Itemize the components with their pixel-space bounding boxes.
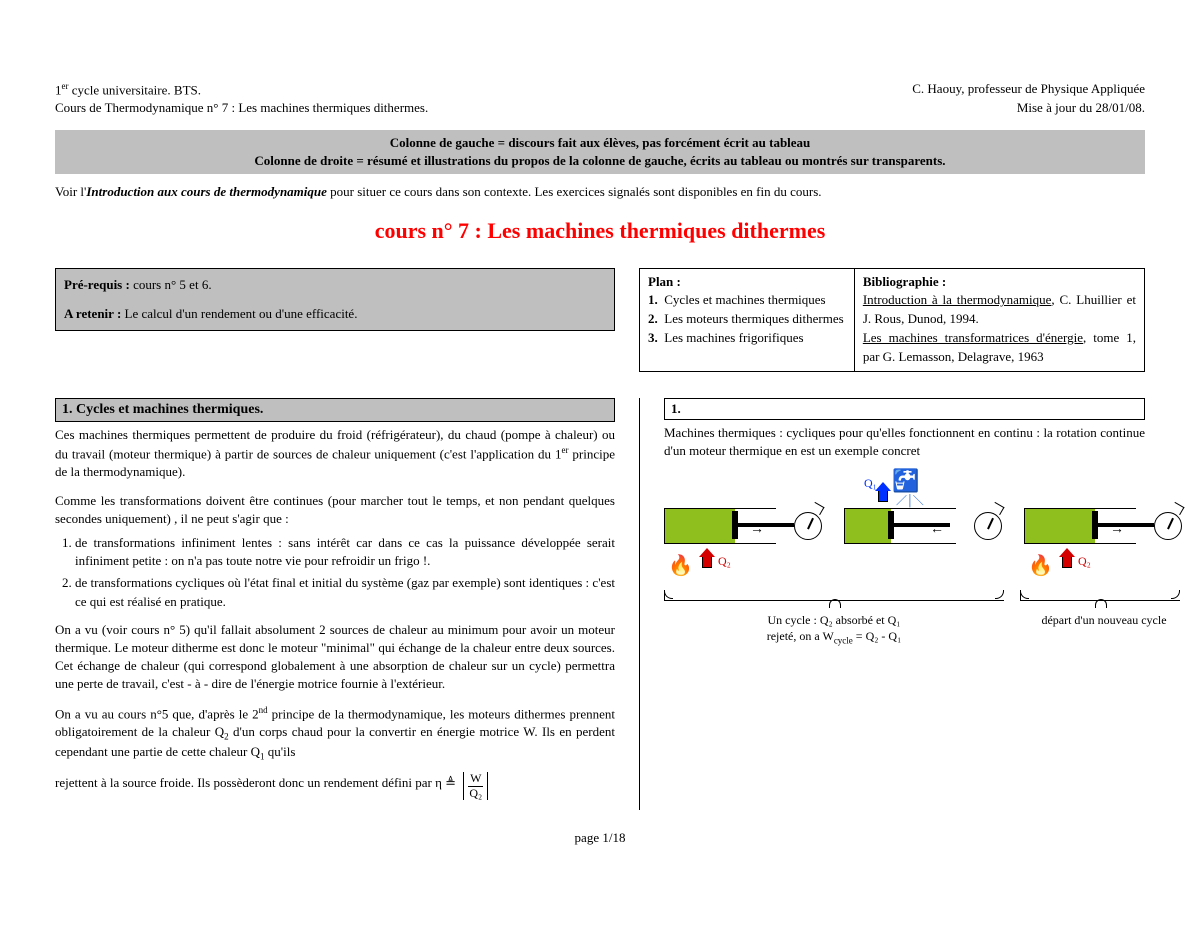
s1-p1: Ces machines thermiques permettent de pr… (55, 426, 615, 482)
plan-title: Plan : (648, 274, 681, 289)
gauge-3-icon (1154, 512, 1182, 540)
prereq-box: Pré-requis : cours n° 5 et 6. A retenir … (55, 268, 615, 331)
s1-li-1: de transformations infiniment lentes : s… (75, 534, 615, 570)
retain-label: A retenir : (64, 306, 121, 321)
cycle-diagram: 🚰 ／│＼ Q₁ → 🔥 (664, 474, 1145, 674)
banner-line-2: Colonne de droite = résumé et illustrati… (63, 152, 1137, 170)
instruction-banner: Colonne de gauche = discours fait aux él… (55, 130, 1145, 173)
header-right-2: Mise à jour du 28/01/08. (1017, 99, 1145, 117)
s1-p4: On a vu au cours n°5 que, d'après le 2nd… (55, 704, 615, 764)
s1-li-2: de transformations cycliques où l'état f… (75, 574, 615, 610)
header-right-1: C. Haouy, professeur de Physique Appliqu… (912, 80, 1145, 99)
section-1-body: Ces machines thermiques permettent de pr… (55, 426, 615, 800)
q2-arrow-3-icon (1060, 548, 1074, 566)
plan-bib-wrap: Plan : 1. Cycles et machines thermiques … (639, 268, 1145, 372)
prereq-label: Pré-requis : (64, 277, 130, 292)
bib-title: Bibliographie : (863, 274, 946, 289)
page: 1er cycle universitaire. BTS. C. Haouy, … (0, 0, 1200, 866)
tap-icon: 🚰 (892, 470, 919, 492)
header-left-1: 1er cycle universitaire. BTS. (55, 80, 201, 99)
intro-emphasis: Introduction aux cours de thermodynamiqu… (86, 184, 327, 199)
q1-label: Q₁ (864, 476, 877, 491)
piston-1: → (664, 508, 735, 544)
main-title: cours n° 7 : Les machines thermiques dit… (55, 218, 1145, 244)
column-divider (639, 398, 640, 810)
intro-line: Voir l'Introduction aux cours de thermod… (55, 184, 1145, 200)
header-row-2: Cours de Thermodynamique n° 7 : Les mach… (55, 99, 1145, 117)
plan-item-3: Les machines frigorifiques (664, 330, 803, 345)
bibliography-box: Bibliographie : Introduction à la thermo… (855, 269, 1144, 371)
gauge-1-icon (794, 512, 822, 540)
info-boxes-row: Pré-requis : cours n° 5 et 6. A retenir … (55, 268, 1145, 372)
piston-3: → (1024, 508, 1095, 544)
piston-1-move-icon: → (750, 522, 764, 538)
efficiency-formula: W Q₂ (463, 769, 488, 799)
brace-new-cycle (1020, 590, 1180, 601)
q2-label-1: Q₂ (718, 554, 731, 569)
right-section-1-caption: Machines thermiques : cycliques pour qu'… (664, 424, 1145, 460)
plan-box: Plan : 1. Cycles et machines thermiques … (640, 269, 855, 371)
banner-line-1: Colonne de gauche = discours fait aux él… (63, 134, 1137, 152)
retain-text: Le calcul d'un rendement ou d'une effica… (121, 306, 357, 321)
fire-1-icon: 🔥 (668, 556, 693, 576)
main-two-col: 1. Cycles et machines thermiques. Ces ma… (55, 372, 1145, 810)
header-left-2: Cours de Thermodynamique n° 7 : Les mach… (55, 99, 428, 117)
bib-ref-1-title: Introduction à la thermodynamique (863, 292, 1052, 307)
gauge-2-icon (974, 512, 1002, 540)
plan-item-1: Cycles et machines thermiques (664, 292, 825, 307)
s1-list: de transformations infiniment lentes : s… (55, 534, 615, 611)
brace-cycle-caption: Un cycle : Q₂ absorbé et Q₁ rejeté, on a… (734, 612, 934, 647)
s1-p2: Comme les transformations doivent être c… (55, 492, 615, 528)
q2-arrow-1-icon (700, 548, 714, 566)
piston-2: ← (844, 508, 891, 544)
section-1-title: 1. Cycles et machines thermiques. (55, 398, 615, 422)
piston-2-move-icon: ← (930, 522, 944, 538)
page-number: page 1/18 (55, 830, 1145, 846)
brace-new-cycle-caption: départ d'un nouveau cycle (1024, 612, 1184, 628)
brace-cycle (664, 590, 1004, 601)
s1-p5: rejettent à la source froide. Ils possèd… (55, 769, 615, 799)
right-section-1-title: 1. (664, 398, 1145, 420)
s1-p3: On a vu (voir cours n° 5) qu'il fallait … (55, 621, 615, 694)
prereq-text: cours n° 5 et 6. (130, 277, 212, 292)
header-row-1: 1er cycle universitaire. BTS. C. Haouy, … (55, 80, 1145, 99)
water-spray-icon: ／│＼ (896, 492, 923, 508)
right-column: 1. Machines thermiques : cycliques pour … (652, 372, 1145, 810)
piston-3-move-icon: → (1110, 522, 1124, 538)
left-column: 1. Cycles et machines thermiques. Ces ma… (55, 372, 615, 810)
plan-bib-box: Plan : 1. Cycles et machines thermiques … (639, 268, 1145, 372)
q1-arrow-icon (876, 482, 890, 500)
fire-3-icon: 🔥 (1028, 556, 1053, 576)
q2-label-3: Q₂ (1078, 554, 1091, 569)
prereq-box-wrap: Pré-requis : cours n° 5 et 6. A retenir … (55, 268, 615, 372)
bib-ref-2-title: Les machines transformatrices d'énergie (863, 330, 1083, 345)
plan-item-2: Les moteurs thermiques dithermes (664, 311, 843, 326)
